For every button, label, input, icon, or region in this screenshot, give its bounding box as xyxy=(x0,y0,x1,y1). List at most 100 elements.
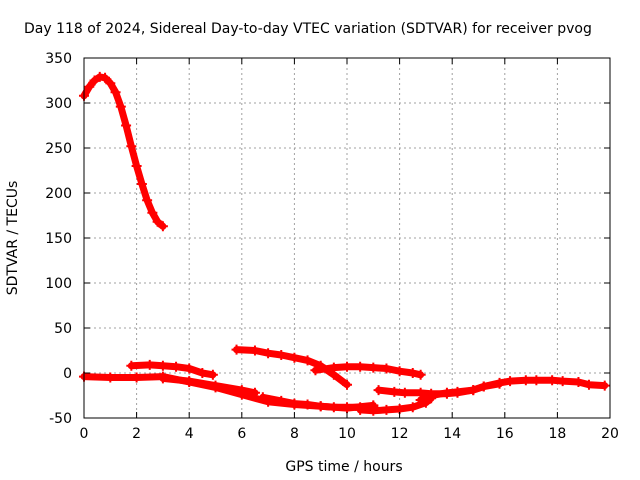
data-point xyxy=(89,75,100,86)
y-tick-label: 250 xyxy=(45,141,72,157)
data-point xyxy=(210,380,221,391)
grid xyxy=(84,58,610,418)
x-tick-label: 6 xyxy=(237,426,246,442)
data-point xyxy=(310,365,321,376)
data-point xyxy=(136,179,147,189)
data-point xyxy=(289,398,300,409)
x-tick-label: 14 xyxy=(443,426,461,442)
series-trace-1 xyxy=(79,71,168,232)
data-point xyxy=(468,385,479,396)
y-tick-label: 350 xyxy=(45,51,72,67)
data-point xyxy=(276,350,287,360)
data-point xyxy=(207,369,218,380)
series-trace-4 xyxy=(157,373,260,398)
data-point xyxy=(399,387,410,398)
data-point xyxy=(355,404,366,415)
x-tick-label: 8 xyxy=(290,426,299,442)
series-trace-6 xyxy=(310,361,426,380)
data-point xyxy=(263,348,274,359)
data-point xyxy=(144,359,155,370)
series-trace-3 xyxy=(126,359,218,380)
data-point xyxy=(110,87,121,98)
data-point xyxy=(236,385,247,396)
x-tick-label: 18 xyxy=(548,426,566,442)
y-tick-label: 200 xyxy=(45,186,72,202)
data-point xyxy=(147,207,158,218)
data-point xyxy=(389,386,400,397)
data-point xyxy=(100,72,111,83)
data-point xyxy=(84,81,95,92)
x-tick-label: 4 xyxy=(185,426,194,442)
data-point xyxy=(407,368,418,378)
data-point xyxy=(368,362,379,373)
data-point xyxy=(342,379,352,390)
data-point xyxy=(452,386,463,397)
data-point xyxy=(557,376,568,387)
data-point xyxy=(426,390,437,401)
data-point xyxy=(520,375,531,386)
data-point xyxy=(415,395,426,405)
data-point xyxy=(373,385,384,396)
data-point xyxy=(328,402,339,413)
data-point xyxy=(368,405,379,416)
data-point xyxy=(547,375,558,386)
data-point xyxy=(184,376,195,387)
series-line xyxy=(80,373,377,412)
data-point xyxy=(231,344,242,355)
data-point xyxy=(276,395,287,406)
y-tick-label: 100 xyxy=(45,276,72,292)
data-point xyxy=(126,141,137,152)
data-point xyxy=(157,221,168,232)
series-trace-5 xyxy=(231,344,352,390)
data-point xyxy=(441,387,452,398)
data-point xyxy=(315,401,326,412)
x-tick-label: 10 xyxy=(338,426,356,442)
data-point xyxy=(302,355,313,366)
x-tick-label: 20 xyxy=(601,426,619,442)
data-point xyxy=(105,372,116,383)
data-point xyxy=(342,402,352,413)
data-point xyxy=(184,363,195,374)
data-point xyxy=(583,379,594,390)
data-point xyxy=(573,377,584,387)
data-point xyxy=(342,361,352,372)
data-point xyxy=(289,352,300,363)
y-axis-title: SDTVAR / TECUs xyxy=(5,181,21,296)
data-point xyxy=(394,366,405,377)
data-point xyxy=(157,360,168,371)
x-tick-label: 2 xyxy=(132,426,141,442)
data-point xyxy=(157,373,168,384)
data-point xyxy=(171,361,182,372)
chart-title: Day 118 of 2024, Sidereal Day-to-day VTE… xyxy=(24,21,592,37)
data-point xyxy=(381,404,392,415)
x-tick-label: 16 xyxy=(496,426,514,442)
data-point xyxy=(381,363,392,374)
data-points xyxy=(79,71,610,416)
data-point xyxy=(494,378,505,389)
data-point xyxy=(302,399,313,410)
y-tick-label: 50 xyxy=(54,321,72,337)
data-point xyxy=(355,361,366,372)
y-tick-label: 0 xyxy=(63,366,72,382)
axis-ticks: 0 2 4 6 8 10 12 14 16 18 20 -50 0 50 100 150 200 250 300 35… xyxy=(45,51,619,442)
data-point xyxy=(249,345,260,356)
data-point xyxy=(328,362,339,373)
data-point xyxy=(131,372,142,383)
y-tick-label: -50 xyxy=(49,411,72,427)
data-point xyxy=(115,101,126,112)
x-tick-label: 0 xyxy=(80,426,89,442)
series-trace-10 xyxy=(415,378,505,405)
data-point xyxy=(249,387,260,398)
data-point xyxy=(505,376,516,387)
data-point xyxy=(599,380,610,391)
data-point xyxy=(126,360,137,371)
y-tick-label: 300 xyxy=(45,96,72,112)
data-point xyxy=(131,161,142,171)
data-point xyxy=(142,195,153,206)
data-point xyxy=(407,402,418,413)
series-line xyxy=(80,73,167,230)
data-point xyxy=(121,120,132,131)
data-point xyxy=(415,369,426,380)
data-point xyxy=(197,368,208,378)
